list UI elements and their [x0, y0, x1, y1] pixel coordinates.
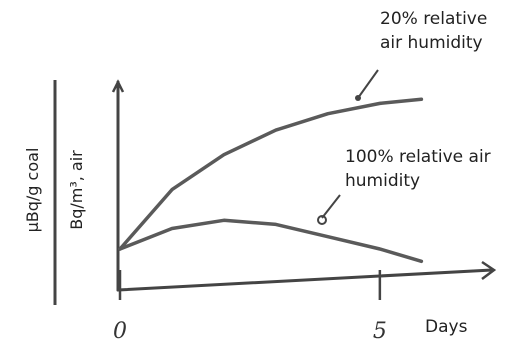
annotation-line: humidity — [345, 171, 420, 191]
annotation: 100% relative air humidity — [345, 147, 496, 191]
annotation-pointer-dot — [355, 95, 361, 101]
y-label-denominator: Bq/m³, air — [67, 150, 86, 230]
y-label-numerator: μBq/g coal — [23, 148, 42, 233]
annotation: 20% relative air humidity — [380, 9, 493, 53]
x-tick-label: 5 — [373, 319, 387, 344]
annotation-pointer — [358, 70, 378, 98]
annotation-line: 20% relative — [380, 9, 487, 29]
annotation-line: air humidity — [380, 33, 483, 53]
x-tick-label: 0 — [113, 319, 127, 344]
chart: μBq/g coal Bq/m³, air Days 20% relative … — [0, 0, 518, 348]
x-label: Days — [425, 317, 468, 337]
annotation-line: 100% relative air — [345, 147, 491, 167]
annotation-pointer — [322, 195, 340, 218]
x-axis — [118, 270, 492, 290]
series-line — [120, 220, 421, 261]
